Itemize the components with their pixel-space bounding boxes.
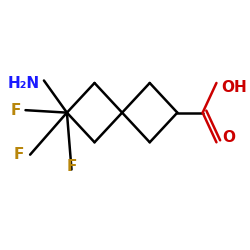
- Text: O: O: [222, 130, 235, 145]
- Text: F: F: [10, 103, 21, 118]
- Text: OH: OH: [221, 80, 247, 96]
- Text: F: F: [66, 160, 77, 174]
- Text: F: F: [14, 147, 24, 162]
- Text: H₂N: H₂N: [7, 76, 39, 90]
